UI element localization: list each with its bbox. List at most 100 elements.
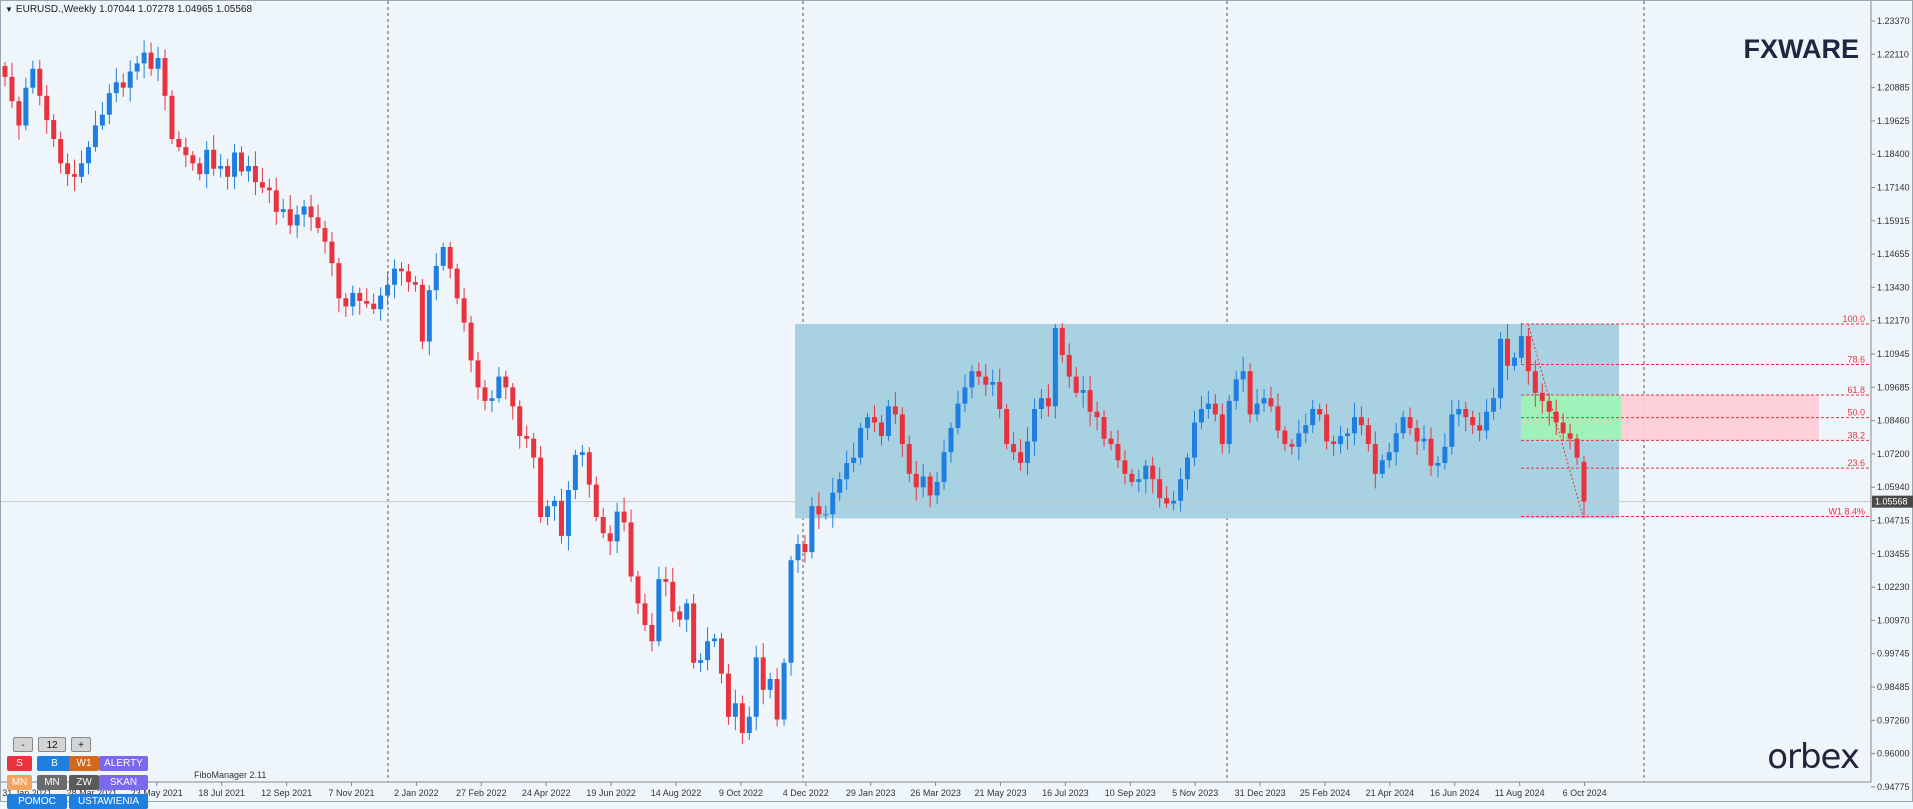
bullish-candle bbox=[1498, 338, 1504, 399]
bullish-candle bbox=[433, 265, 439, 291]
bearish-candle bbox=[1164, 498, 1170, 504]
bullish-candle bbox=[1435, 463, 1441, 466]
bearish-candle bbox=[1365, 425, 1371, 445]
bearish-candle bbox=[927, 476, 933, 496]
bearish-candle bbox=[1553, 411, 1559, 423]
fib-level-label: 100.0 bbox=[1842, 314, 1865, 324]
bearish-candle bbox=[225, 165, 231, 177]
triangle-down-icon[interactable]: ▼ bbox=[5, 5, 13, 14]
bearish-candle bbox=[447, 246, 453, 269]
bullish-candle bbox=[1080, 390, 1086, 393]
bullish-candle bbox=[746, 716, 752, 734]
bearish-candle bbox=[308, 206, 314, 218]
price-axis-label: 1.09685 bbox=[1877, 382, 1910, 392]
bullish-candle bbox=[1178, 479, 1184, 501]
w1-button[interactable]: W1 bbox=[69, 756, 99, 771]
bullish-candle bbox=[767, 679, 773, 690]
bullish-candle bbox=[378, 295, 384, 310]
bearish-candle bbox=[1414, 427, 1420, 442]
bullish-candle bbox=[79, 163, 85, 177]
bullish-candle bbox=[1296, 433, 1302, 447]
time-axis-label: 18 Jul 2021 bbox=[198, 788, 245, 798]
price-axis-label: 0.98485 bbox=[1877, 682, 1910, 692]
bearish-candle bbox=[878, 422, 884, 437]
bullish-candle bbox=[1143, 465, 1149, 480]
bullish-candle bbox=[1393, 433, 1399, 453]
bullish-candle bbox=[1136, 479, 1142, 482]
mn-tan-button[interactable]: MN bbox=[7, 775, 32, 790]
bearish-candle bbox=[322, 228, 328, 242]
bearish-candle bbox=[343, 298, 349, 307]
bullish-candle bbox=[809, 506, 815, 553]
bullish-candle bbox=[830, 492, 836, 515]
bearish-candle bbox=[725, 673, 731, 717]
bearish-candle bbox=[691, 603, 697, 663]
buy-button[interactable]: B bbox=[37, 756, 72, 771]
bearish-candle bbox=[642, 603, 648, 626]
bearish-candle bbox=[1532, 371, 1538, 393]
bearish-candle bbox=[454, 268, 460, 299]
bullish-candle bbox=[858, 427, 864, 458]
bearish-candle bbox=[1567, 433, 1573, 439]
mn-gray-button[interactable]: MN bbox=[37, 775, 67, 790]
bearish-candle bbox=[9, 76, 15, 102]
price-axis-label: 1.05940 bbox=[1877, 482, 1910, 492]
alerts-button[interactable]: ALERTY bbox=[99, 756, 148, 771]
bullish-candle bbox=[865, 417, 871, 428]
bearish-candle bbox=[148, 52, 154, 69]
bearish-candle bbox=[1358, 417, 1364, 426]
sell-button[interactable]: S bbox=[7, 756, 32, 771]
increment-button[interactable]: + bbox=[71, 737, 91, 752]
bearish-candle bbox=[1546, 400, 1552, 412]
bullish-candle bbox=[656, 579, 662, 642]
bullish-candle bbox=[1191, 422, 1197, 458]
bullish-candle bbox=[99, 114, 105, 126]
bearish-candle bbox=[503, 376, 509, 388]
scan-button[interactable]: SKAN bbox=[99, 775, 148, 790]
bullish-candle bbox=[1171, 500, 1177, 504]
time-axis-label: 11 Aug 2024 bbox=[1495, 788, 1545, 798]
bearish-candle bbox=[816, 506, 822, 515]
bearish-candle bbox=[1463, 409, 1469, 418]
bearish-candle bbox=[197, 163, 203, 175]
bullish-candle bbox=[204, 149, 210, 175]
price-axis-label: 0.97260 bbox=[1877, 715, 1910, 725]
bearish-candle bbox=[239, 152, 245, 172]
zw-button[interactable]: ZW bbox=[69, 775, 99, 790]
bearish-candle bbox=[663, 579, 669, 582]
time-axis-label: 31 Jan 2021 bbox=[2, 788, 52, 798]
price-axis-label: 0.99745 bbox=[1877, 649, 1910, 659]
bearish-candle bbox=[1157, 479, 1163, 499]
time-axis-label: 7 Nov 2021 bbox=[328, 788, 374, 798]
bullish-candle bbox=[545, 506, 551, 518]
bullish-candle bbox=[1491, 398, 1497, 412]
consolidation-range-box bbox=[795, 323, 1619, 519]
price-axis-label: 1.14655 bbox=[1877, 249, 1910, 259]
bullish-candle bbox=[1261, 398, 1267, 404]
bearish-candle bbox=[419, 284, 425, 342]
bullish-candle bbox=[684, 603, 690, 620]
bearish-candle bbox=[510, 387, 516, 407]
bearish-candle bbox=[1470, 417, 1476, 426]
time-axis-label: 26 Mar 2023 bbox=[910, 788, 961, 798]
bearish-candle bbox=[739, 703, 745, 734]
bullish-candle bbox=[127, 71, 133, 88]
bearish-candle bbox=[211, 149, 217, 169]
bearish-candle bbox=[649, 625, 655, 642]
time-axis-label: 14 Aug 2022 bbox=[651, 788, 702, 798]
bullish-candle bbox=[823, 514, 829, 516]
bullish-candle bbox=[92, 125, 98, 148]
period-value[interactable]: 12 bbox=[38, 737, 66, 752]
bearish-candle bbox=[677, 611, 683, 620]
bearish-candle bbox=[468, 322, 474, 361]
bullish-candle bbox=[1025, 441, 1031, 464]
bullish-candle bbox=[837, 479, 843, 493]
bullish-candle bbox=[1456, 409, 1462, 415]
time-axis-label: 29 Jan 2023 bbox=[846, 788, 896, 798]
decrement-button[interactable]: - bbox=[13, 737, 33, 752]
bearish-candle bbox=[1011, 444, 1017, 453]
price-axis-label: 1.15915 bbox=[1877, 216, 1910, 226]
current-price-label: 1.05568 bbox=[1875, 497, 1908, 507]
